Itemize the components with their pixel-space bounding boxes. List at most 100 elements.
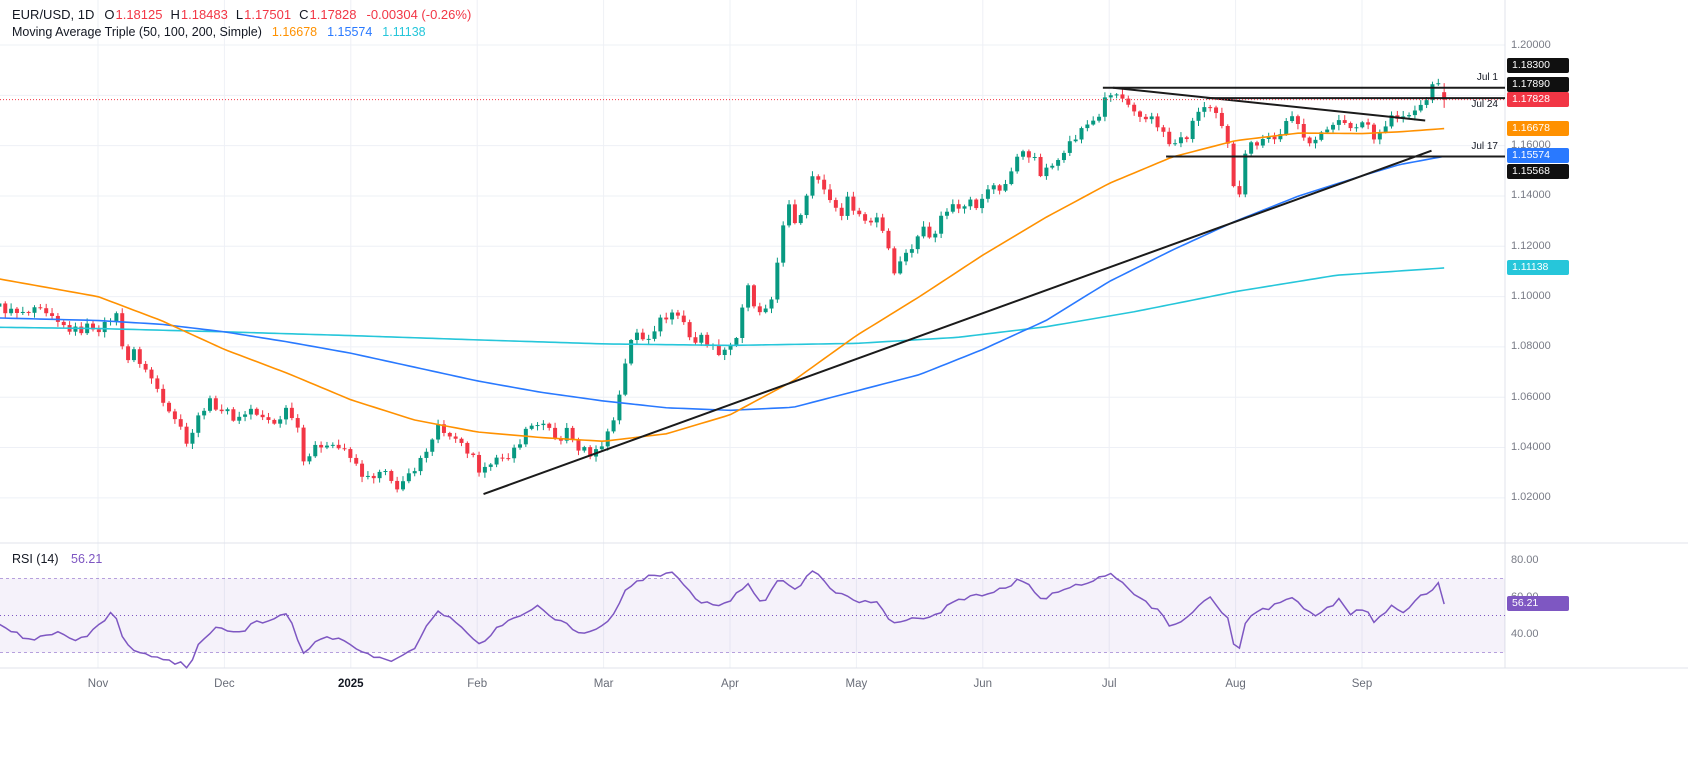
candle[interactable] bbox=[161, 384, 166, 407]
ma50-line[interactable] bbox=[0, 127, 1445, 442]
candle[interactable] bbox=[1009, 167, 1014, 186]
candle[interactable] bbox=[313, 441, 318, 458]
candle[interactable] bbox=[126, 344, 131, 364]
candle[interactable] bbox=[1097, 113, 1102, 123]
candle[interactable] bbox=[1266, 132, 1271, 143]
candle[interactable] bbox=[1056, 158, 1061, 171]
candle[interactable] bbox=[933, 230, 938, 243]
candle[interactable] bbox=[1079, 126, 1084, 144]
candle[interactable] bbox=[827, 184, 832, 203]
candle[interactable] bbox=[1231, 140, 1236, 188]
candle[interactable] bbox=[1307, 136, 1312, 147]
candle[interactable] bbox=[1272, 132, 1277, 145]
candle[interactable] bbox=[693, 331, 698, 346]
candle[interactable] bbox=[190, 429, 195, 449]
candle[interactable] bbox=[26, 310, 31, 316]
candle[interactable] bbox=[96, 325, 101, 337]
candle[interactable] bbox=[687, 319, 692, 341]
candle[interactable] bbox=[915, 234, 920, 254]
candle[interactable] bbox=[658, 314, 663, 337]
candle[interactable] bbox=[1178, 132, 1183, 148]
candle[interactable] bbox=[1436, 78, 1441, 86]
candle[interactable] bbox=[904, 249, 909, 266]
candle[interactable] bbox=[792, 199, 797, 225]
candle[interactable] bbox=[219, 404, 224, 414]
candle[interactable] bbox=[927, 222, 932, 239]
candle[interactable] bbox=[664, 312, 669, 324]
candle[interactable] bbox=[529, 423, 534, 431]
legend-ohlc-row[interactable]: EUR/USD, 1D O 1.18125 H 1.18483 L 1.1750… bbox=[12, 7, 471, 22]
candle[interactable] bbox=[553, 422, 558, 441]
candlestick-series[interactable] bbox=[0, 78, 1447, 493]
candle[interactable] bbox=[494, 454, 499, 468]
candle[interactable] bbox=[447, 431, 452, 440]
candle[interactable] bbox=[1143, 113, 1148, 123]
candle[interactable] bbox=[1190, 117, 1195, 143]
candle[interactable] bbox=[143, 361, 148, 373]
candle[interactable] bbox=[863, 212, 868, 224]
candle[interactable] bbox=[243, 411, 248, 422]
rsi-legend[interactable]: RSI (14) 56.21 bbox=[12, 552, 102, 566]
candle[interactable] bbox=[1366, 118, 1371, 130]
candle[interactable] bbox=[681, 310, 686, 325]
ma100-line[interactable] bbox=[0, 155, 1445, 412]
candle[interactable] bbox=[956, 199, 961, 214]
candle[interactable] bbox=[406, 468, 411, 484]
candle[interactable] bbox=[20, 306, 25, 315]
candle[interactable] bbox=[213, 395, 218, 412]
candle[interactable] bbox=[857, 207, 862, 217]
candle[interactable] bbox=[1184, 135, 1189, 143]
candle[interactable] bbox=[32, 305, 37, 318]
candle[interactable] bbox=[1061, 150, 1066, 163]
candle[interactable] bbox=[248, 404, 253, 420]
candle[interactable] bbox=[1173, 139, 1178, 146]
candle[interactable] bbox=[1219, 107, 1224, 129]
candle[interactable] bbox=[763, 304, 768, 314]
candle[interactable] bbox=[207, 395, 212, 413]
candle[interactable] bbox=[1085, 120, 1090, 132]
candle[interactable] bbox=[1102, 92, 1107, 122]
candle[interactable] bbox=[1237, 180, 1242, 198]
candle[interactable] bbox=[1108, 92, 1113, 102]
rsi-line[interactable] bbox=[0, 570, 1445, 669]
candle[interactable] bbox=[1418, 100, 1423, 113]
candle[interactable] bbox=[1044, 163, 1049, 180]
candle[interactable] bbox=[746, 283, 751, 312]
candle[interactable] bbox=[278, 415, 283, 428]
candle[interactable] bbox=[412, 467, 417, 477]
candle[interactable] bbox=[1389, 111, 1394, 129]
candle[interactable] bbox=[833, 197, 838, 212]
candle[interactable] bbox=[500, 453, 505, 462]
candle[interactable] bbox=[430, 438, 435, 456]
candle[interactable] bbox=[3, 301, 8, 319]
candle[interactable] bbox=[769, 296, 774, 314]
candle[interactable] bbox=[1348, 121, 1353, 132]
candle[interactable] bbox=[1407, 112, 1412, 119]
candle[interactable] bbox=[237, 411, 242, 424]
candle[interactable] bbox=[670, 309, 675, 325]
candle[interactable] bbox=[757, 302, 762, 316]
candle[interactable] bbox=[605, 428, 610, 451]
candle[interactable] bbox=[506, 453, 511, 461]
candle[interactable] bbox=[675, 309, 680, 320]
candle[interactable] bbox=[441, 420, 446, 437]
candle[interactable] bbox=[535, 422, 540, 431]
candle[interactable] bbox=[471, 452, 476, 458]
candle[interactable] bbox=[576, 437, 581, 456]
candle[interactable] bbox=[453, 432, 458, 443]
candle[interactable] bbox=[804, 193, 809, 219]
candle[interactable] bbox=[477, 451, 482, 477]
candle[interactable] bbox=[874, 212, 879, 228]
candle[interactable] bbox=[231, 407, 236, 422]
candle[interactable] bbox=[1126, 95, 1131, 108]
candle[interactable] bbox=[640, 328, 645, 341]
candle[interactable] bbox=[1050, 163, 1055, 170]
candle[interactable] bbox=[547, 422, 552, 431]
candle[interactable] bbox=[178, 414, 183, 430]
candle[interactable] bbox=[1360, 120, 1365, 129]
candle[interactable] bbox=[892, 246, 897, 276]
candle[interactable] bbox=[740, 304, 745, 344]
candle[interactable] bbox=[1249, 140, 1254, 157]
candle[interactable] bbox=[1254, 140, 1259, 150]
candle[interactable] bbox=[1067, 135, 1072, 156]
